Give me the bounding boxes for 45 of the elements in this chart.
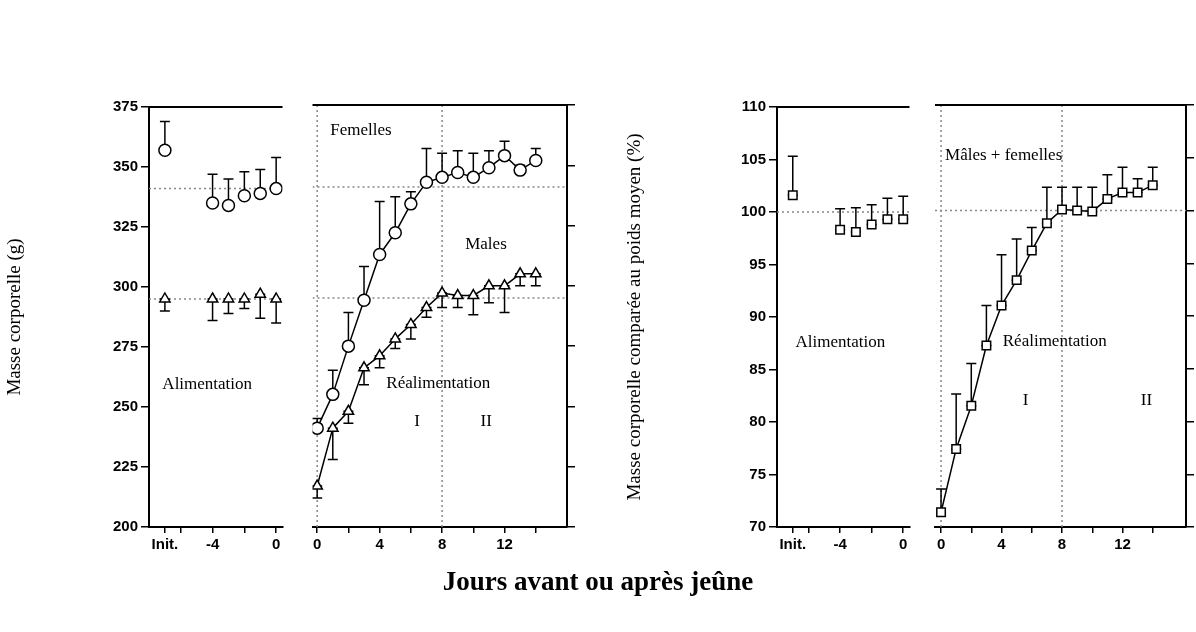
annotation: II xyxy=(1140,389,1153,409)
y-tick-label: 105 xyxy=(740,149,766,167)
annotation: Alimentation xyxy=(795,331,886,351)
y-axis-title: Masse corporelle (g) xyxy=(3,238,26,396)
x-tick-label: -4 xyxy=(205,535,220,553)
y-tick-label: 375 xyxy=(112,97,138,115)
x-tick-label: 0 xyxy=(313,535,322,553)
annotation: Alimentation xyxy=(162,373,253,393)
x-tick-label: 0 xyxy=(936,535,946,553)
annotation: Réalimentation xyxy=(1002,330,1108,350)
x-tick-label: 8 xyxy=(437,535,447,553)
series-label: Males xyxy=(465,233,507,253)
x-tick-label: 0 xyxy=(899,535,908,553)
annotation: II xyxy=(480,410,493,430)
y-tick-label: 250 xyxy=(112,397,138,415)
y-tick-label: 70 xyxy=(749,517,766,535)
x-tick-label: 12 xyxy=(1114,535,1131,553)
y-tick-label: 95 xyxy=(749,254,766,272)
x-tick-label: 12 xyxy=(496,535,513,553)
x-tick-label: Init. xyxy=(779,535,807,553)
y-tick-label: 85 xyxy=(749,359,766,377)
y-tick-label: 100 xyxy=(740,202,766,220)
y-tick-label: 200 xyxy=(112,517,138,535)
y-tick-label: 80 xyxy=(749,412,766,430)
y-tick-label: 225 xyxy=(112,457,138,475)
annotation: I xyxy=(414,410,421,430)
annotation: I xyxy=(1022,389,1029,409)
y-tick-label: 300 xyxy=(112,277,138,295)
x-tick-label: 4 xyxy=(997,535,1007,553)
x-axis-title: Jours avant ou après jeûne xyxy=(441,566,755,597)
x-tick-label: -4 xyxy=(833,535,848,553)
text: Femelles xyxy=(330,119,392,139)
annotation: Réalimentation xyxy=(386,372,491,392)
y-tick-label: 350 xyxy=(112,157,138,175)
x-tick-label: 8 xyxy=(1057,535,1067,553)
y-tick-label: 110 xyxy=(741,97,766,115)
y-axis-title: Masse corporelle comparée au poids moyen (%) xyxy=(623,133,646,501)
y-tick-label: 325 xyxy=(112,217,138,235)
y-tick-label: 75 xyxy=(749,464,766,482)
x-tick-label: Init. xyxy=(151,535,179,553)
y-tick-label: 275 xyxy=(112,337,138,355)
x-tick-label: 4 xyxy=(375,535,385,553)
y-tick-label: 90 xyxy=(749,307,766,325)
x-tick-label: 0 xyxy=(271,535,281,553)
text: Mâles + femelles xyxy=(945,145,1063,165)
